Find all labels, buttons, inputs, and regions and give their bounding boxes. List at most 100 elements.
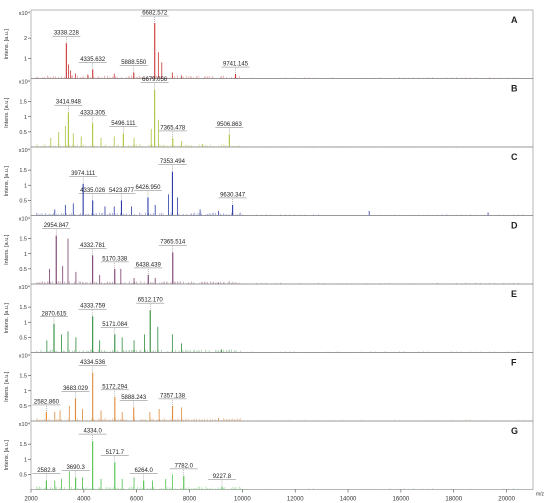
y-tick-label: 0.5	[19, 335, 27, 341]
spectrum-panel-f: 0.5 1 1.5 x10⁴ Intens. [a.u.] F 2582.860 3683.0…	[4, 352, 534, 422]
y-scale-label: x10⁴	[19, 421, 31, 428]
y-axis-label: Intens. [a.u.]	[4, 97, 10, 128]
x-tick-label: 6000	[130, 497, 144, 503]
y-tick-label: 1	[24, 389, 27, 395]
panel-frame	[30, 283, 534, 353]
y-tick-label: 0.5	[19, 267, 27, 273]
spectrum-panel-c: 0.5 1 1.5 x10⁴ Intens. [a.u.] C 3974.111 4335.0…	[4, 146, 534, 216]
y-scale-label: x10⁴	[19, 147, 31, 154]
peak-label: 2954.847	[44, 223, 70, 229]
y-tick-label: 1	[24, 457, 27, 463]
spectrum-panel-a: 1 2 x10⁴ Intens. [a.u.] A 3338.228 4335.632 588…	[4, 9, 534, 79]
baseline-noise	[36, 212, 524, 216]
x-tick-label: 18000	[445, 497, 462, 503]
peak-label: 6426.950	[135, 185, 161, 191]
x-tick-label: 2000	[24, 497, 38, 503]
y-axis-label: Intens. [a.u.]	[4, 371, 10, 402]
peak-label: 4333.759	[80, 304, 106, 310]
y-axis-label: Intens. [a.u.]	[4, 303, 10, 334]
peak-label: 5172.294	[102, 384, 128, 390]
peak-label: 2870.615	[41, 311, 67, 317]
spectrum-panel-d: 0.5 1 1.5 x10⁴ Intens. [a.u.] D 2954.847 4332.7…	[4, 215, 534, 285]
x-axis-unit-label: m/z	[536, 492, 545, 498]
baseline-noise	[36, 349, 524, 353]
peak-label: 4335.026	[80, 188, 106, 194]
peak-label: 3683.029	[63, 386, 89, 392]
panel-frame	[30, 78, 534, 148]
peak-label: 6264.0	[134, 468, 153, 474]
x-tick-label: 20000	[498, 497, 515, 503]
panel-frame	[30, 215, 534, 285]
peak-label: 2582.860	[34, 399, 60, 405]
y-scale-label: x10⁴	[19, 10, 31, 17]
panel-frame	[30, 146, 534, 216]
panel-letter: A	[511, 15, 518, 25]
x-tick-label: 16000	[393, 497, 410, 503]
y-tick-label: 1.5	[19, 237, 27, 243]
y-scale-label: x10⁴	[19, 79, 31, 86]
panel-letter: E	[511, 289, 517, 299]
y-tick-label: 1.5	[19, 305, 27, 311]
peak-label: 4332.781	[80, 243, 106, 249]
peak-label: 5171.084	[102, 322, 128, 328]
x-tick-label: 12000	[287, 497, 304, 503]
y-tick-label: 1	[24, 56, 27, 62]
y-tick-label: 1.5	[19, 168, 27, 174]
baseline-noise	[36, 418, 524, 421]
peak-label: 3974.111	[71, 171, 96, 177]
peak-label: 4334.0	[83, 429, 102, 435]
peak-label: 6438.439	[136, 262, 162, 268]
y-axis-label: Intens. [a.u.]	[4, 440, 10, 471]
y-axis-label: Intens. [a.u.]	[4, 166, 10, 197]
y-tick-label: 1	[24, 320, 27, 326]
x-tick-label: 10000	[234, 497, 251, 503]
peak-label: 4333.305	[80, 110, 106, 116]
x-tick-label: 4000	[77, 497, 91, 503]
peak-label: 9741.145	[223, 62, 249, 68]
peak-label: 7365.514	[160, 240, 186, 246]
panel-letter: G	[511, 426, 518, 436]
y-tick-label: 0.5	[19, 130, 27, 136]
peak-label: 7365.478	[160, 125, 186, 131]
y-tick-label: 1.5	[19, 442, 27, 448]
y-axis-label: Intens. [a.u.]	[4, 29, 10, 60]
baseline-noise	[36, 75, 524, 79]
peak-label: 2582.8	[37, 468, 56, 474]
y-tick-label: 0.5	[19, 404, 27, 410]
peak-label: 6512.170	[138, 298, 164, 304]
y-tick-label: 1.5	[19, 100, 27, 106]
y-tick-label: 1	[24, 252, 27, 258]
peak-label: 7357.138	[160, 393, 186, 399]
peak-label: 5170.338	[102, 256, 128, 262]
baseline-noise	[36, 144, 524, 147]
panel-letter: B	[511, 84, 518, 94]
y-scale-label: x10⁴	[19, 353, 31, 360]
panel-letter: C	[511, 152, 518, 162]
x-axis: 2000 4000 6000 8000 10000 12000 14000 16000 1800…	[24, 489, 545, 503]
panel-frame	[30, 9, 534, 79]
peak-label: 9630.347	[220, 192, 246, 198]
peak-label: 5496.111	[111, 121, 136, 127]
spectrum-panel-g: 0.5 1 1.5 x10⁴ Intens. [a.u.] G 2582.8 3690.3 43…	[4, 420, 534, 490]
y-scale-label: x10⁴	[19, 216, 31, 223]
baseline-noise	[36, 281, 524, 284]
peak-label: 7782.0	[175, 463, 194, 469]
peak-label: 9227.8	[213, 474, 232, 480]
peak-label: 4334.536	[80, 360, 106, 366]
x-tick-label: 14000	[340, 497, 357, 503]
peak-label: 9506.863	[217, 122, 243, 128]
panel-letter: D	[511, 221, 518, 231]
peak-label: 3338.228	[54, 31, 80, 37]
y-tick-label: 2	[24, 36, 27, 42]
peak-label: 4335.632	[80, 57, 106, 63]
baseline-noise	[36, 486, 519, 490]
panel-frame	[30, 420, 534, 490]
peak-label: 5888.243	[121, 395, 147, 401]
x-tick-label: 8000	[183, 497, 197, 503]
spectrum-panel-b: 0.5 1 1.5 x10⁴ Intens. [a.u.] B 3414.948 4333.3…	[4, 77, 534, 148]
panel-letter: F	[511, 358, 517, 368]
y-scale-label: x10⁴	[19, 284, 31, 291]
peak-label: 6682.572	[142, 11, 168, 17]
spectrum-panel-e: 0.5 1 1.5 x10⁴ Intens. [a.u.] E 2870.615 4333.7…	[4, 283, 534, 353]
